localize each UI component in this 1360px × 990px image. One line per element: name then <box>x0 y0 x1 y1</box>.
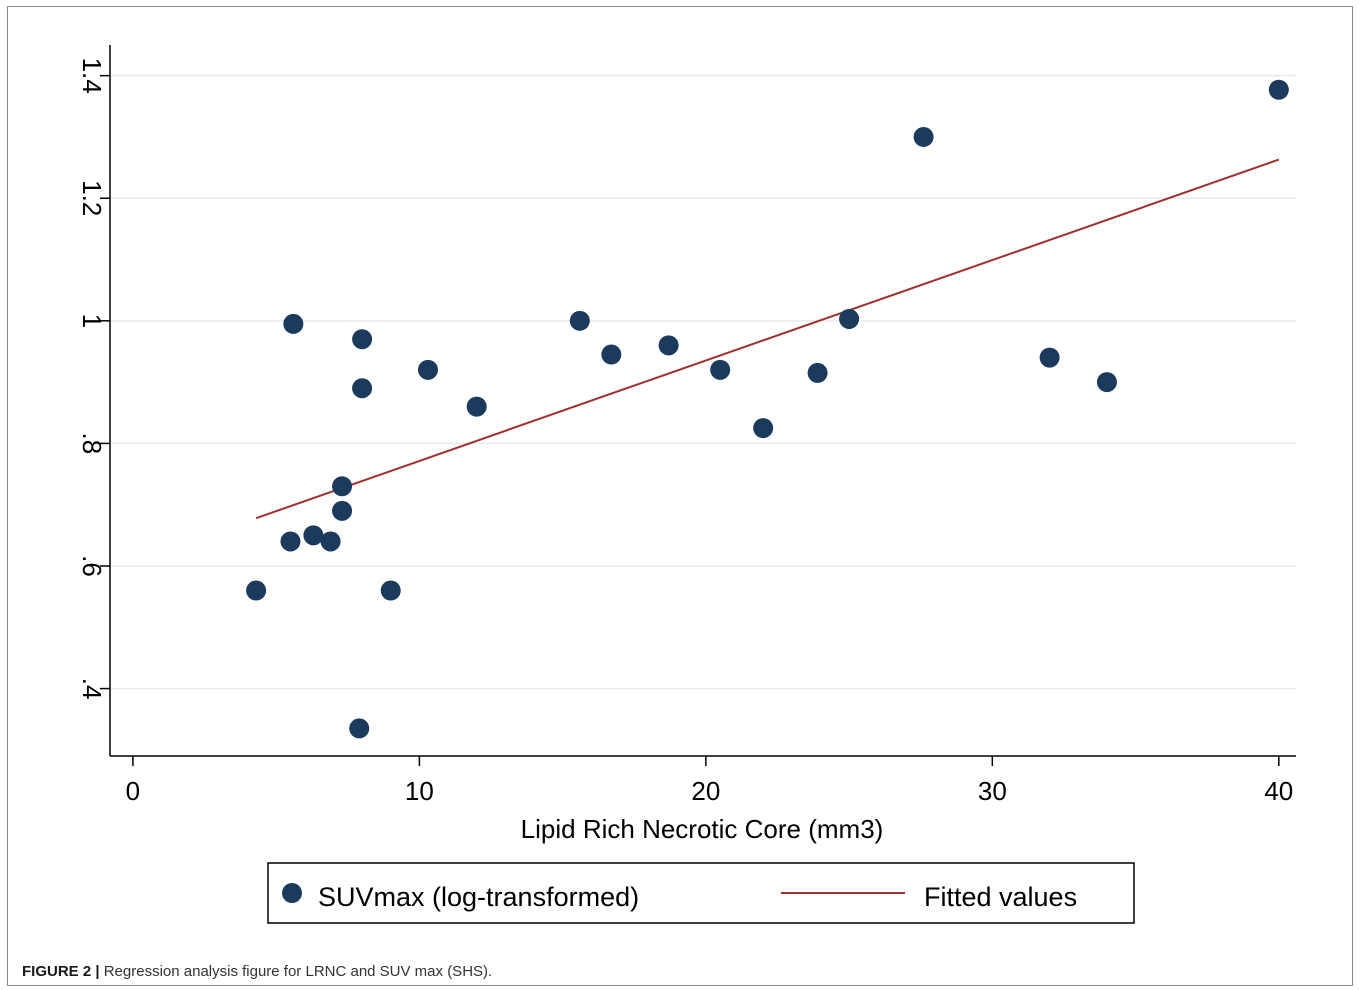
series-layer <box>246 79 1289 739</box>
x-tick-label: 10 <box>405 776 434 806</box>
legend-label-scatter: SUVmax (log-transformed) <box>318 882 639 912</box>
data-point <box>710 359 731 380</box>
y-tick-label: .6 <box>77 555 107 577</box>
y-tick-label: .4 <box>77 678 107 700</box>
data-point <box>1039 347 1060 368</box>
data-point <box>913 126 934 147</box>
data-point <box>466 396 487 417</box>
legend: SUVmax (log-transformed) Fitted values <box>267 862 1135 924</box>
legend-label-fitted: Fitted values <box>924 882 1077 912</box>
x-axis-title: Lipid Rich Necrotic Core (mm3) <box>521 814 884 844</box>
data-point <box>807 362 828 383</box>
data-point <box>246 580 267 601</box>
y-tick-label: 1.2 <box>77 180 107 216</box>
y-tick-label: 1.4 <box>77 58 107 94</box>
scatter-chart: .4 .6 .8 1 1.2 1.4 0 10 20 30 40 Lipid Rich Necro… <box>77 45 1296 924</box>
data-point <box>283 313 304 334</box>
data-point <box>303 525 324 546</box>
y-tick-label: .8 <box>77 433 107 455</box>
x-tick-label: 30 <box>978 776 1007 806</box>
data-point <box>349 718 370 739</box>
legend-marker-scatter <box>282 883 302 903</box>
x-tick-label: 20 <box>691 776 720 806</box>
figure-caption: FIGURE 2 | Regression analysis figure fo… <box>22 963 492 980</box>
data-point <box>569 310 590 331</box>
data-point <box>320 531 341 552</box>
x-tick-label: 0 <box>126 776 140 806</box>
data-point <box>332 500 353 521</box>
fitted-line <box>255 158 1280 520</box>
legend-box <box>267 862 1135 924</box>
data-point <box>1268 79 1289 100</box>
data-point <box>839 308 860 329</box>
data-point <box>352 378 373 399</box>
data-point <box>332 476 353 497</box>
data-point <box>380 580 401 601</box>
grid-lines <box>110 74 1296 690</box>
data-point <box>1096 372 1117 393</box>
data-point <box>753 418 774 439</box>
x-tick-label: 40 <box>1264 776 1293 806</box>
caption-label: FIGURE 2 | <box>22 963 100 980</box>
data-point <box>417 359 438 380</box>
y-tick-label: 1 <box>77 314 107 328</box>
caption-text: Regression analysis figure for LRNC and … <box>99 963 493 980</box>
figure-frame <box>7 6 1353 986</box>
data-point <box>280 531 301 552</box>
y-axis-ticks: .4 .6 .8 1 1.2 1.4 <box>77 58 110 700</box>
data-point <box>601 344 622 365</box>
data-point <box>352 329 373 350</box>
x-axis-ticks: 0 10 20 30 40 <box>126 756 1293 806</box>
data-point <box>658 335 679 356</box>
